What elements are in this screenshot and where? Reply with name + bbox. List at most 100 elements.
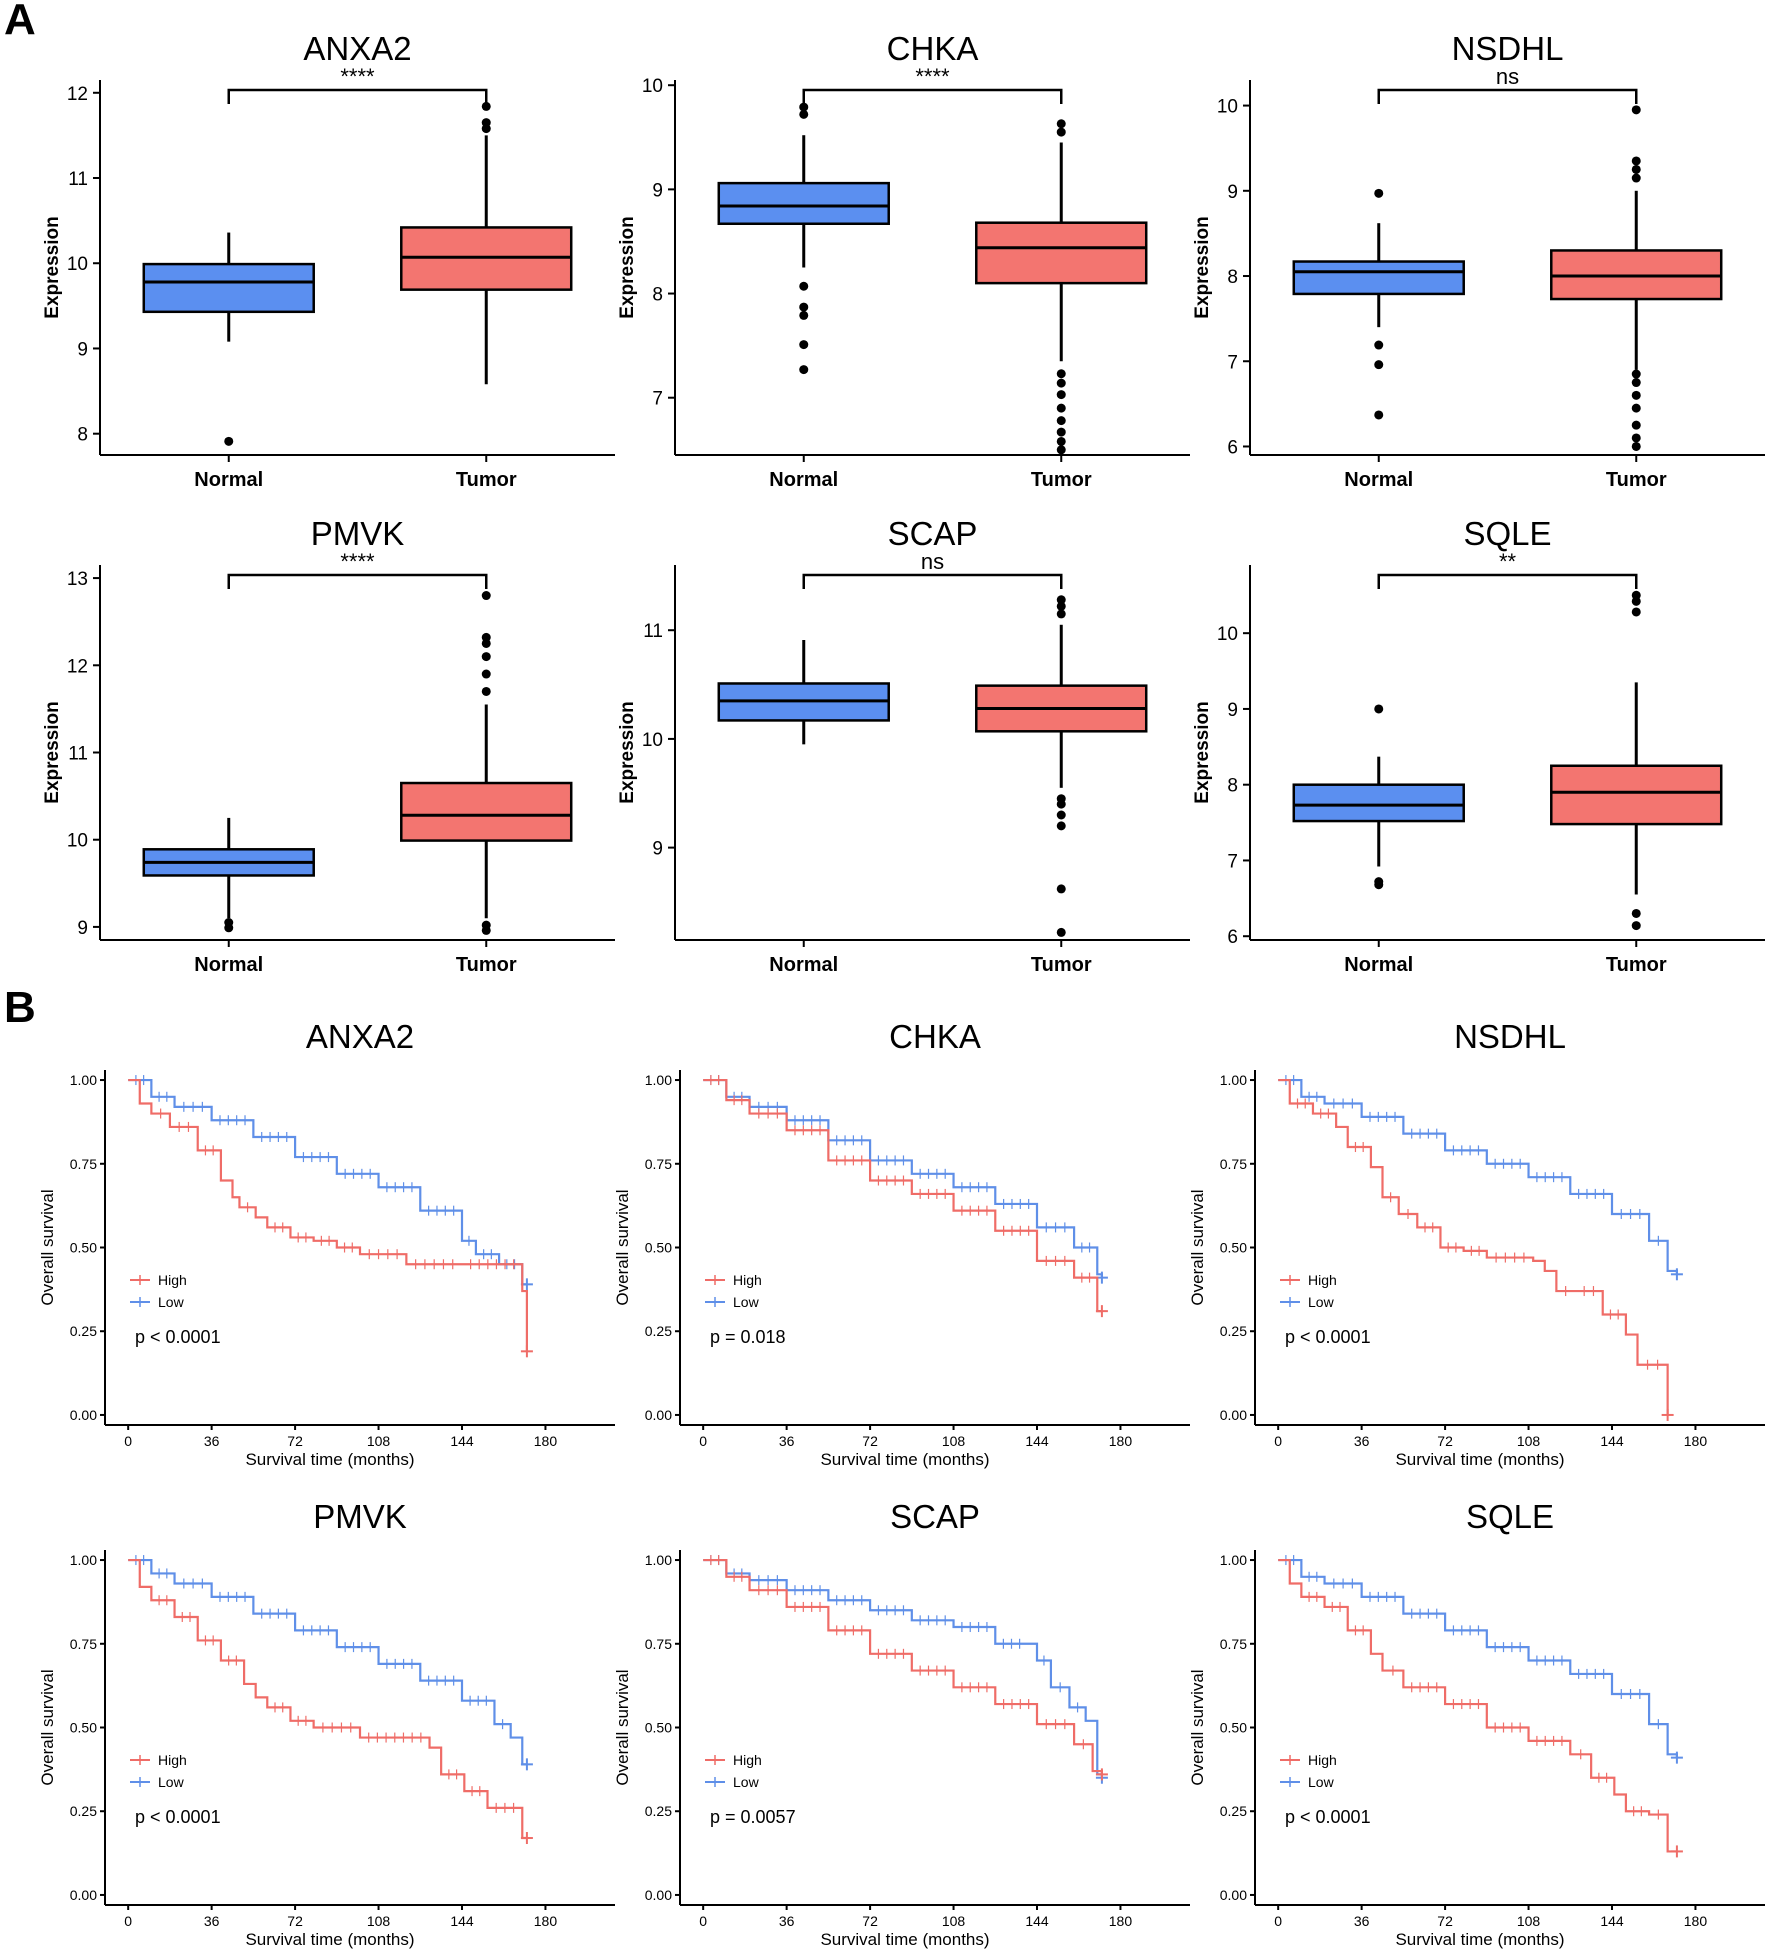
km-plot-chka: CHKA 0.00 0.25 0.50 0.75 1.00 0 36 72 108 144 180 Su…	[613, 1018, 1190, 1469]
series-high	[703, 1555, 1108, 1781]
y-tick-label: 1.00	[645, 1072, 672, 1088]
x-axis-label: Survival time (months)	[245, 1450, 414, 1469]
x-tick-label: 144	[1600, 1913, 1624, 1929]
box-iqr	[1292, 783, 1465, 823]
outlier-point	[1056, 927, 1066, 937]
chart-title: ANXA2	[303, 30, 411, 67]
outlier-point	[799, 102, 809, 112]
box-tumor	[975, 595, 1148, 937]
x-tick-label: 108	[942, 1433, 966, 1449]
y-tick-label: 0.25	[70, 1803, 97, 1819]
significance-bracket	[227, 573, 488, 589]
x-axis-label: Survival time (months)	[820, 1450, 989, 1469]
x-tick-label: 108	[1517, 1913, 1541, 1929]
outlier-point	[799, 109, 809, 119]
y-tick-label: 10	[1217, 97, 1238, 118]
y-tick-label: 0.25	[1220, 1803, 1247, 1819]
p-value-label: p < 0.0001	[1285, 1327, 1371, 1347]
outlier-point	[1056, 119, 1066, 129]
y-tick-label: 8	[77, 425, 88, 446]
outlier-point	[1631, 156, 1641, 166]
x-tick-label: 180	[1684, 1433, 1708, 1449]
outlier-point	[1631, 105, 1641, 115]
x-tick-label: 0	[124, 1433, 132, 1449]
chart-title: PMVK	[313, 1498, 407, 1535]
survival-curve	[1278, 1558, 1677, 1853]
outlier-point	[1056, 378, 1066, 388]
x-tick-label: 108	[367, 1913, 391, 1929]
outlier-point	[799, 302, 809, 312]
outlier-point	[799, 340, 809, 350]
outlier-point	[481, 920, 491, 930]
y-tick-label: 8	[1227, 267, 1238, 288]
survival-curve	[128, 1558, 527, 1766]
y-tick-label: 0.25	[1220, 1323, 1247, 1339]
outlier-point	[1374, 340, 1384, 350]
y-tick-label: 0.25	[70, 1323, 97, 1339]
outlier-point	[1631, 164, 1641, 174]
y-tick-label: 0.00	[645, 1407, 672, 1423]
legend-item-high: High	[705, 1272, 762, 1288]
outlier-point	[224, 436, 234, 446]
y-tick-label: 6	[1227, 927, 1238, 948]
box-iqr	[717, 181, 890, 225]
outlier-point	[1631, 173, 1641, 183]
box-tumor	[400, 591, 573, 935]
y-tick-label: 0.00	[1220, 1887, 1247, 1903]
y-tick-label: 13	[67, 569, 88, 590]
x-tick-label: 108	[367, 1433, 391, 1449]
legend-label: High	[733, 1272, 762, 1288]
y-axis-label: Expression	[42, 701, 63, 803]
x-tick-label: 72	[1437, 1433, 1453, 1449]
km-plot-scap: SCAP 0.00 0.25 0.50 0.75 1.00 0 36 72 108 144 180 Su…	[613, 1498, 1190, 1949]
x-tick-label: 180	[1109, 1913, 1133, 1929]
legend-label: High	[1308, 1272, 1337, 1288]
series-low	[703, 1075, 1108, 1284]
y-tick-label: 1.00	[1220, 1072, 1247, 1088]
outlier-point	[1631, 390, 1641, 400]
y-axis-label: Overall survival	[38, 1669, 57, 1785]
x-tick-label: 180	[534, 1913, 558, 1929]
survival-curve	[703, 1558, 1104, 1775]
significance-label: ns	[1496, 64, 1519, 89]
outlier-point	[1631, 607, 1641, 617]
legend-item-low: Low	[705, 1774, 760, 1790]
survival-curve	[128, 1078, 529, 1352]
y-tick-label: 8	[1227, 776, 1238, 797]
outlier-point	[1056, 390, 1066, 400]
x-tick-label: 72	[287, 1433, 303, 1449]
x-tick-label: 180	[1684, 1913, 1708, 1929]
chart-title: ANXA2	[306, 1018, 414, 1055]
x-tick-label: 36	[779, 1913, 795, 1929]
y-tick-label: 9	[77, 918, 88, 939]
x-tick-label: 144	[1600, 1433, 1624, 1449]
chart-title: SCAP	[888, 515, 978, 552]
y-tick-label: 9	[77, 339, 88, 360]
outlier-point	[1056, 445, 1066, 455]
x-tick-label: 0	[1274, 1433, 1282, 1449]
significance-bracket	[802, 573, 1063, 589]
y-tick-label: 1.00	[1220, 1552, 1247, 1568]
x-tick-label: 72	[862, 1433, 878, 1449]
survival-curve	[703, 1078, 1104, 1278]
x-category-label: Normal	[194, 469, 263, 491]
x-axis-label: Survival time (months)	[820, 1930, 989, 1949]
x-tick-label: 144	[450, 1913, 474, 1929]
outlier-point	[1056, 427, 1066, 437]
legend-item-high: High	[1280, 1752, 1337, 1768]
x-tick-label: 72	[1437, 1913, 1453, 1929]
y-tick-label: 0.00	[70, 1887, 97, 1903]
y-tick-label: 7	[652, 389, 663, 410]
x-category-label: Normal	[1344, 954, 1413, 976]
y-tick-label: 0.50	[645, 1720, 672, 1736]
x-category-label: Tumor	[1606, 954, 1667, 976]
y-axis-label: Overall survival	[613, 1189, 632, 1305]
y-tick-label: 0.50	[645, 1240, 672, 1256]
legend-label: Low	[158, 1774, 185, 1790]
y-tick-label: 11	[68, 169, 88, 190]
outlier-point	[1056, 127, 1066, 137]
series-high	[1278, 1558, 1683, 1858]
boxplot-pmvk: PMVK 9 10 11 12 13 Expression Normal Tumor ****	[42, 515, 615, 976]
y-axis-label: Expression	[42, 216, 63, 318]
